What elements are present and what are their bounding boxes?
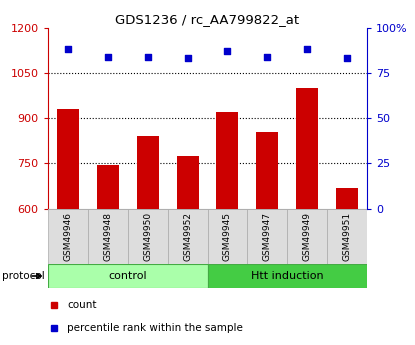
Point xyxy=(224,48,231,54)
Bar xyxy=(287,209,327,264)
Text: GSM49950: GSM49950 xyxy=(143,212,152,261)
Text: Htt induction: Htt induction xyxy=(251,271,324,281)
Text: GSM49947: GSM49947 xyxy=(263,212,272,261)
Bar xyxy=(48,209,88,264)
Text: GSM49945: GSM49945 xyxy=(223,212,232,261)
Bar xyxy=(128,209,168,264)
Bar xyxy=(256,132,278,209)
Point xyxy=(64,47,71,52)
Text: count: count xyxy=(67,299,96,309)
Text: protocol: protocol xyxy=(2,271,45,281)
Bar xyxy=(176,156,198,209)
Bar xyxy=(336,188,358,209)
Text: GSM49946: GSM49946 xyxy=(63,212,72,261)
Point xyxy=(104,54,111,59)
Text: percentile rank within the sample: percentile rank within the sample xyxy=(67,323,243,333)
Bar xyxy=(208,264,367,288)
Bar xyxy=(327,209,367,264)
Bar xyxy=(97,165,119,209)
Bar xyxy=(48,264,208,288)
Point xyxy=(264,54,271,59)
Point xyxy=(144,54,151,59)
Point xyxy=(344,56,351,61)
Bar xyxy=(168,209,208,264)
Text: GSM49949: GSM49949 xyxy=(303,212,312,261)
Text: GSM49952: GSM49952 xyxy=(183,212,192,261)
Bar xyxy=(208,209,247,264)
Text: GSM49948: GSM49948 xyxy=(103,212,112,261)
Title: GDS1236 / rc_AA799822_at: GDS1236 / rc_AA799822_at xyxy=(115,13,300,27)
Bar xyxy=(217,112,239,209)
Bar xyxy=(137,136,159,209)
Bar xyxy=(88,209,128,264)
Point xyxy=(304,47,311,52)
Point xyxy=(184,56,191,61)
Text: GSM49951: GSM49951 xyxy=(343,212,352,261)
Bar xyxy=(247,209,287,264)
Text: control: control xyxy=(108,271,147,281)
Bar xyxy=(296,88,318,209)
Bar xyxy=(57,109,79,209)
